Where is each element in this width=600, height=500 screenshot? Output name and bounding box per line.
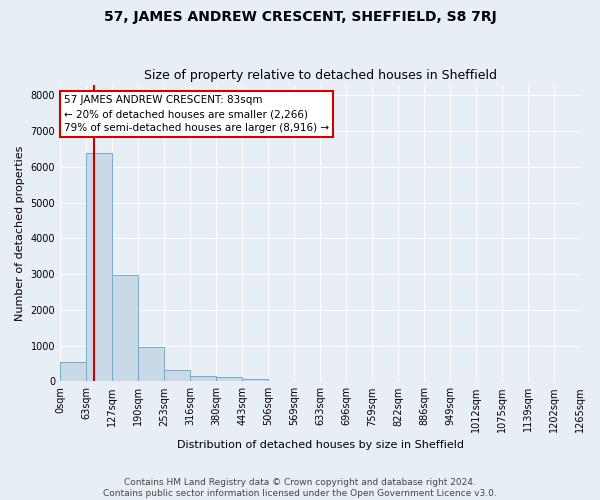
Bar <box>112 276 138 382</box>
Text: Contains HM Land Registry data © Crown copyright and database right 2024.
Contai: Contains HM Land Registry data © Crown c… <box>103 478 497 498</box>
Bar <box>216 378 242 382</box>
Text: 57 JAMES ANDREW CRESCENT: 83sqm
← 20% of detached houses are smaller (2,266)
79%: 57 JAMES ANDREW CRESCENT: 83sqm ← 20% of… <box>64 96 329 134</box>
Bar <box>138 348 164 382</box>
Title: Size of property relative to detached houses in Sheffield: Size of property relative to detached ho… <box>143 69 497 82</box>
X-axis label: Distribution of detached houses by size in Sheffield: Distribution of detached houses by size … <box>176 440 464 450</box>
Text: 57, JAMES ANDREW CRESCENT, SHEFFIELD, S8 7RJ: 57, JAMES ANDREW CRESCENT, SHEFFIELD, S8… <box>104 10 496 24</box>
Bar <box>86 153 112 382</box>
Bar <box>242 379 268 382</box>
Bar <box>190 376 216 382</box>
Y-axis label: Number of detached properties: Number of detached properties <box>15 145 25 320</box>
Bar <box>164 370 190 382</box>
Bar <box>60 362 86 382</box>
